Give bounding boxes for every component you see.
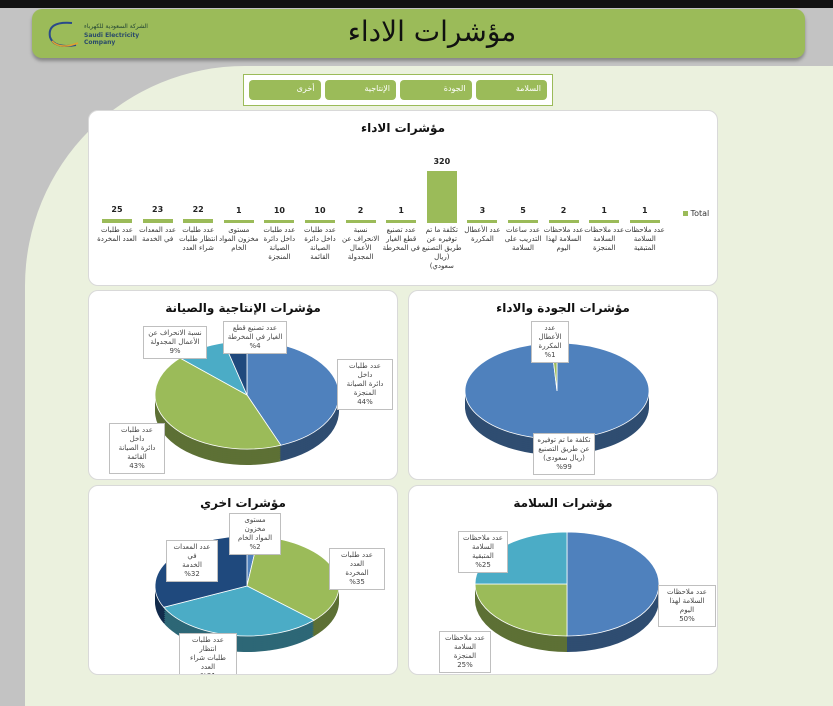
pie-data-label: عدد الأعطال المكررة %1 [531,321,569,363]
chart-title: مؤشرات الجودة والاداء [496,301,630,315]
bar-value-label: 2 [560,206,567,215]
logo-text-ar: الشركة السعودية للكهرباء [84,23,148,30]
pie-data-label: نسبة الانحراف عن الأعمال المجدولة 9% [143,326,207,359]
pie-svg [154,340,340,465]
category-label: نسبة الانحراف عن الأعمال المجدولة [341,226,380,261]
category-label: عدد طلبات داخل دائرة الصيانة القائمة [304,226,336,261]
bar-value-label: 10 [314,206,326,215]
tab-safety[interactable]: السلامة [475,80,547,100]
legend-swatch [683,211,688,216]
category-label: عدد تصنيع قطع الغيار في المخرطة [382,226,420,252]
bar-value-label: 1 [236,206,242,215]
pie-data-label: عدد تصنيع قطع الغيار في المخرطة %4 [223,321,287,354]
pie-data-label: مستوى مخزون المواد الخام %2 [229,513,281,555]
bar [142,219,173,223]
category-label: عدد طلبات داخل دائرة الصيانة المنجزة [263,226,296,261]
bar [345,220,376,223]
pie-data-label: عدد طلبات داخل دائرة الصيانة المنجزة 44% [337,359,393,410]
tab-other[interactable]: أخرى [249,80,321,100]
pie-data-label: عدد ملاحظات السلامة المنجزة 25% [439,631,491,673]
bar-value-label: 1 [642,206,648,215]
bar [548,220,579,223]
category-label: عدد طلبات انتظار طلبات شراء العدد [179,226,218,252]
bar-value-label: 1 [601,206,607,215]
bar-value-label: 5 [520,206,526,215]
pie-data-label: عدد ملاحظات السلامة لهذا اليوم 50% [658,585,716,627]
logo-text-en: Saudi Electricity Company [84,32,140,46]
bar [183,219,214,223]
legend-label: Total [690,209,710,218]
bar-value-label: 23 [152,205,164,215]
pie-chart-safety: مؤشرات السلامة عدد ملاحظات السلامة لهذا … [408,485,718,675]
bar [223,220,254,223]
bar-value-label: 320 [433,157,451,166]
category-label: عدد ملاحظات السلامة المنجزة [584,226,625,252]
chart-title: مؤشرات اخري [200,496,286,510]
pie-chart-other: مؤشرات اخري مستوى مخزون المواد الخام %2 … [88,485,398,675]
bar-value-label: 22 [192,205,204,215]
pie-data-label: عدد المعدات في الخدمة %32 [166,540,218,582]
pie-slice [154,357,282,450]
pie-slice [566,531,660,637]
logo-swoosh-icon [48,21,79,47]
bar-chart-card: مؤشرات الاداء Total 25 عدد طلبات العدد ال… [88,110,718,286]
chart-title: مؤشرات السلامة [513,496,613,510]
spreadsheet-column-header-bar [0,0,833,8]
bar [589,220,620,223]
dashboard-header: الشركة السعودية للكهرباء Saudi Electrici… [32,9,805,58]
pie-data-label: عدد ملاحظات السلامة المتبقية %25 [458,531,508,573]
chart-title: مؤشرات الاداء [360,121,446,135]
pie-svg [464,342,650,455]
bar-value-label: 3 [479,206,486,215]
tab-productivity[interactable]: الإنتاجية [324,80,396,100]
page-title: مؤشرات الاداء [347,15,517,48]
bar [508,220,538,223]
category-label: مستوى مخزون المواد الخام [218,226,259,252]
chart-title: مؤشرات الإنتاجية والصيانة [165,301,321,315]
bar-value-label: 25 [111,204,123,214]
category-label: عدد ملاحظات السلامة المتبقية [624,226,665,252]
tab-quality[interactable]: الجودة [400,80,472,100]
bar-value-label: 2 [357,206,364,215]
pie-slice [474,583,568,637]
bar [629,220,660,223]
bar [102,218,132,223]
category-label: عدد ملاحظات السلامة لهذا اليوم [543,226,584,252]
category-label: عدد المعدات في الخدمة [139,226,177,243]
category-label: تكلفة ما تم توفيره عن طريق التصنيع (ريال… [421,226,462,270]
company-logo: الشركة السعودية للكهرباء Saudi Electrici… [42,17,172,51]
category-label: عدد الأعطال المكررة [464,226,501,243]
nav-tabs: أخرى الإنتاجية الجودة السلامة [243,74,553,106]
pie-svg [154,535,340,652]
bar-value-label: 10 [273,206,285,215]
pie-data-label: عدد طلبات العدد المخردة %35 [329,548,385,590]
bar-value-label: 1 [398,206,404,215]
category-label: عدد ساعات التدريب على السلامة [504,226,542,252]
pie-svg [474,531,660,652]
bar [426,171,457,223]
category-label: عدد طلبات العدد المخردة [97,226,137,243]
chart-legend: Total [683,209,709,218]
pie-data-label: عدد طلبات انتظار طلبات شراء العدد %31 [179,633,237,674]
bar [305,220,335,223]
pie-chart-productivity: مؤشرات الإنتاجية والصيانة عدد طلبات داخل… [88,290,398,480]
bar [467,220,498,223]
bar [264,220,295,223]
bar [386,220,417,223]
pie-data-label: عدد طلبات داخل دائرة الصيانة القائمة 43% [109,423,165,474]
pie-data-label: تكلفة ما تم توفيره عن طريق التصنيع (ريال… [533,433,595,475]
pie-chart-quality: مؤشرات الجودة والاداء تكلفة ما تم توفيره… [408,290,718,480]
